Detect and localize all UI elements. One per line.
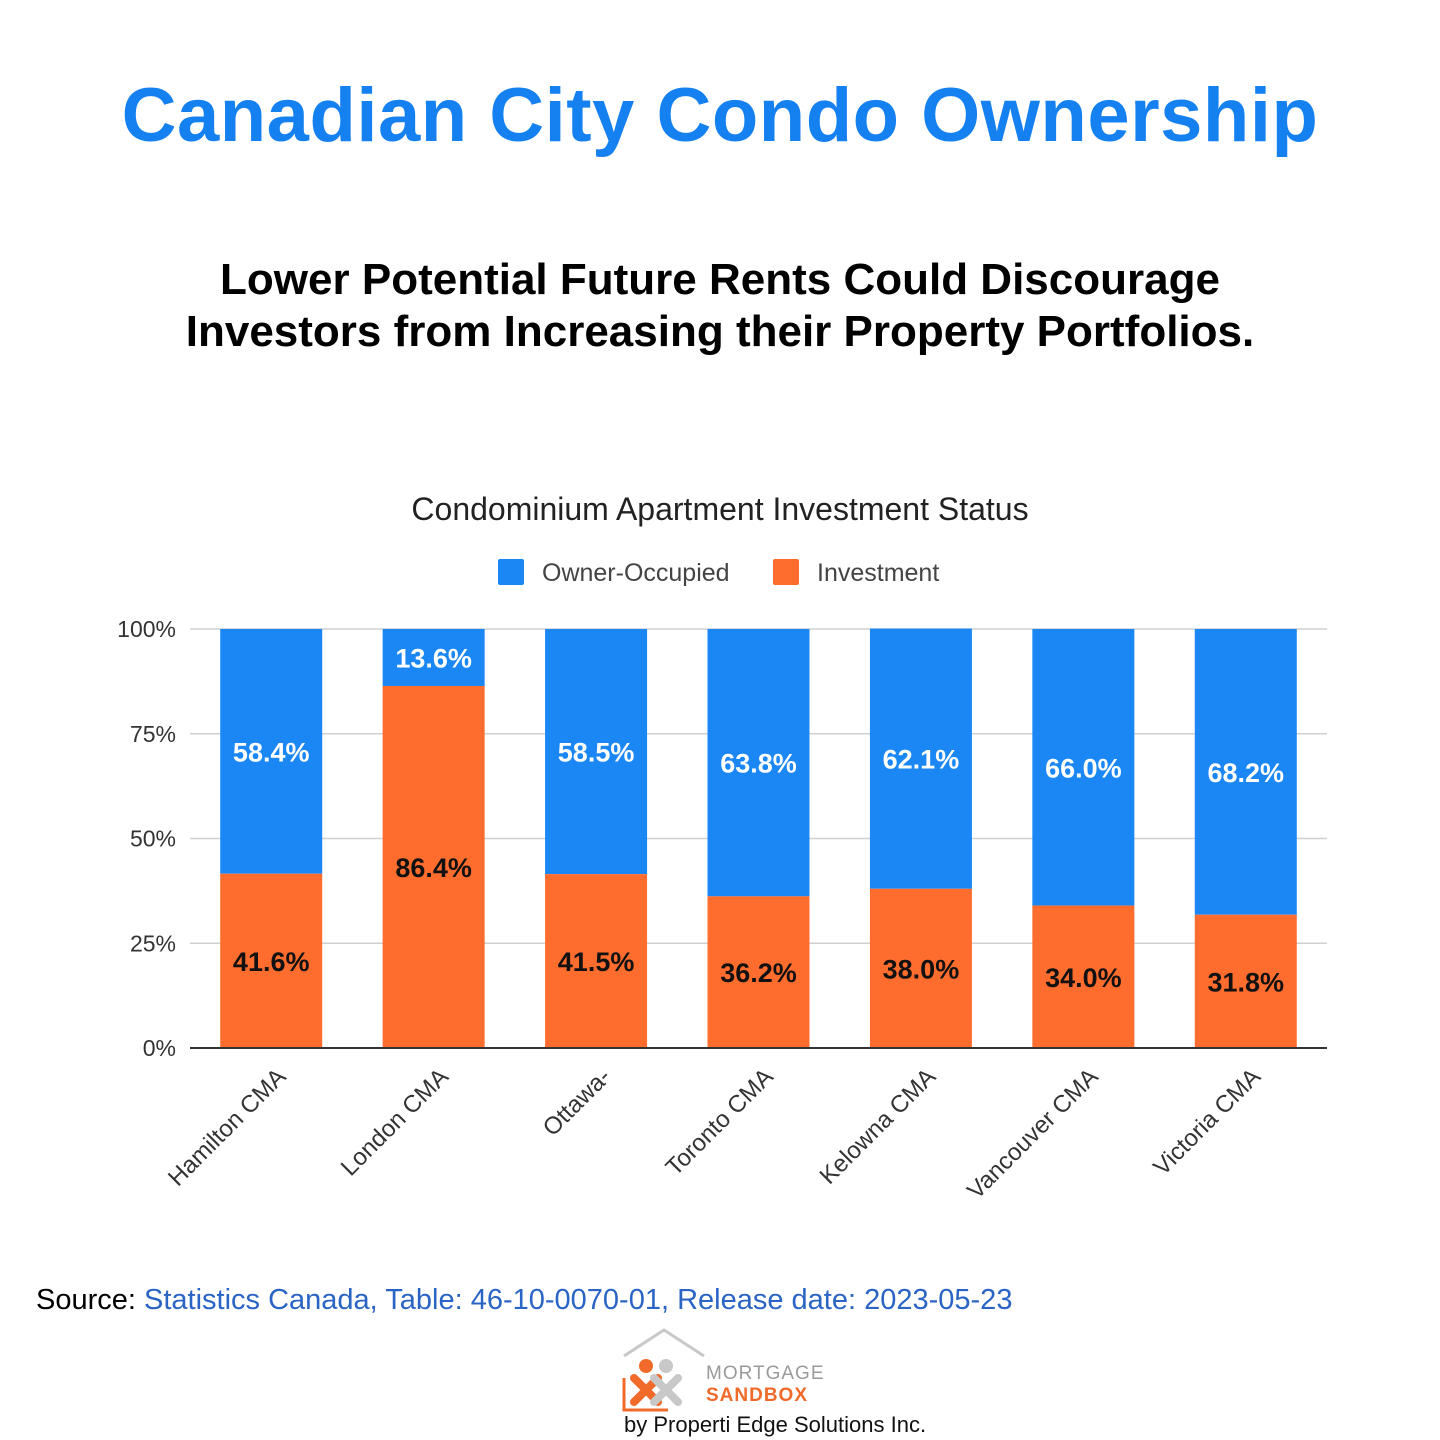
data-label-owner-occupied: 62.1% [883,745,960,775]
bar-owner-occupied [869,628,972,889]
data-label-investment: 86.4% [395,853,472,883]
y-tick-label: 0% [143,1035,176,1061]
legend-label-investment: Investment [817,559,939,587]
data-label-owner-occupied: 68.2% [1208,758,1285,788]
data-label-owner-occupied: 58.5% [558,738,635,768]
subtitle-line-1: Lower Potential Future Rents Could Disco… [220,255,1220,304]
data-label-investment: 31.8% [1208,967,1285,997]
logo-word-sandbox: SANDBOX [706,1385,809,1406]
bar-owner-occupied [1194,629,1297,915]
bar-owner-occupied [1032,629,1135,906]
x-tick-label: London CMA [336,1063,454,1181]
logo-byline: by Properti Edge Solutions Inc. [624,1412,927,1437]
bar-owner-occupied [707,629,810,897]
data-label-investment: 36.2% [720,958,797,988]
data-label-investment: 34.0% [1045,963,1122,993]
brand-logo: MORTGAGE SANDBOX by Properti Edge Soluti… [610,1326,940,1440]
data-label-owner-occupied: 63.8% [720,749,797,779]
data-label-investment: 41.6% [233,947,310,977]
data-label-owner-occupied: 13.6% [395,643,472,673]
data-label-investment: 41.5% [558,947,635,977]
bar-owner-occupied [545,629,648,875]
x-tick-label: Toronto CMA [661,1063,779,1181]
house-logo-icon [622,1328,705,1412]
legend-label-owner-occupied: Owner-Occupied [542,559,730,587]
legend-swatch-investment [773,559,799,585]
bar-investment [1194,914,1297,1048]
bar-investment [707,896,810,1048]
source-prefix: Source: [36,1284,136,1316]
bar-investment [220,873,323,1048]
y-tick-label: 50% [130,826,176,852]
y-tick-label: 25% [130,930,176,956]
data-label-owner-occupied: 66.0% [1045,753,1122,783]
bar-owner-occupied [220,629,323,874]
subtitle-line-2: Investors from Increasing their Property… [185,307,1255,356]
data-label-owner-occupied: 58.4% [233,737,310,767]
bar-investment [869,888,972,1048]
investment-status-chart: Condominium Apartment Investment Status O… [117,491,1327,1205]
x-tick-label: Hamilton CMA [163,1063,291,1191]
y-tick-label: 100% [117,616,176,642]
page-title: Canadian City Condo Ownership [121,73,1319,158]
bar-owner-occupied [382,629,485,686]
legend-swatch-owner-occupied [498,559,524,585]
bar-investment [1032,905,1135,1048]
data-label-investment: 38.0% [883,954,960,984]
y-tick-label: 75% [130,721,176,747]
source-link[interactable]: Statistics Canada, Table: 46-10-0070-01,… [144,1284,1013,1316]
page-subtitle: Lower Potential Future Rents Could Disco… [100,254,1340,358]
x-tick-label: Victoria CMA [1148,1063,1266,1181]
logo-word-mortgage: MORTGAGE [706,1363,825,1384]
source-note: Source: Statistics Canada, Table: 46-10-… [36,1284,1012,1317]
x-tick-label: Ottawa- [538,1063,617,1142]
chart-title: Condominium Apartment Investment Status [411,491,1028,527]
x-tick-label: Kelowna CMA [815,1063,942,1190]
bar-investment [382,685,485,1048]
bar-investment [545,874,648,1048]
x-tick-label: Vancouver CMA [962,1063,1103,1204]
